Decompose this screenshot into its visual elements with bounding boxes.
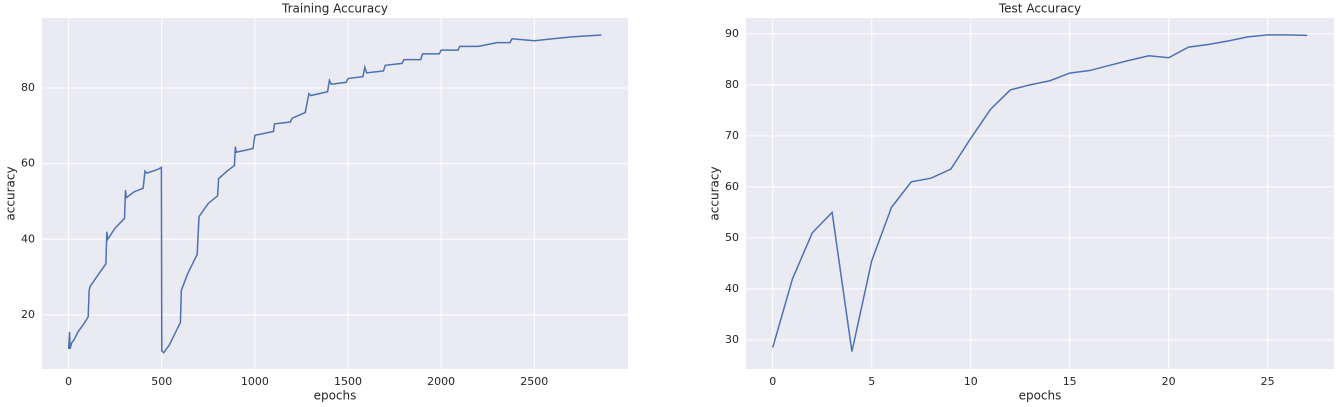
data-line: [772, 34, 1308, 352]
y-tick-label: 70: [725, 129, 739, 142]
y-tick-label: 40: [725, 282, 739, 295]
plot-area: [42, 18, 628, 369]
x-tick-label: 2500: [520, 375, 548, 388]
x-tick-label: 5: [868, 375, 875, 388]
y-tick-label: 60: [21, 157, 35, 170]
x-tick-label: 20: [1162, 375, 1176, 388]
x-axis-label: epochs: [1019, 389, 1062, 403]
x-axis-label: epochs: [314, 389, 357, 403]
x-tick-label: 0: [769, 375, 776, 388]
y-axis-label: accuracy: [708, 166, 722, 220]
x-tick-label: 25: [1261, 375, 1275, 388]
y-tick-label: 80: [21, 81, 35, 94]
x-tick-label: 10: [964, 375, 978, 388]
x-tick-label: 0: [65, 375, 72, 388]
y-tick-label: 20: [21, 308, 35, 321]
x-tick-label: 2000: [427, 375, 455, 388]
y-tick-label: 40: [21, 232, 35, 245]
chart-title: Test Accuracy: [998, 2, 1081, 16]
x-tick-label: 1500: [334, 375, 362, 388]
y-tick-label: 80: [725, 78, 739, 91]
data-line: [67, 34, 602, 354]
x-tick-label: 500: [151, 375, 172, 388]
y-tick-label: 30: [725, 333, 739, 346]
y-tick-label: 50: [725, 231, 739, 244]
x-tick-label: 1000: [241, 375, 269, 388]
chart-title: Training Accuracy: [281, 2, 388, 16]
x-tick-label: 15: [1063, 375, 1077, 388]
y-axis-label: accuracy: [4, 166, 18, 220]
y-tick-label: 90: [725, 27, 739, 40]
plot-area: [746, 18, 1334, 369]
y-tick-label: 60: [725, 180, 739, 193]
